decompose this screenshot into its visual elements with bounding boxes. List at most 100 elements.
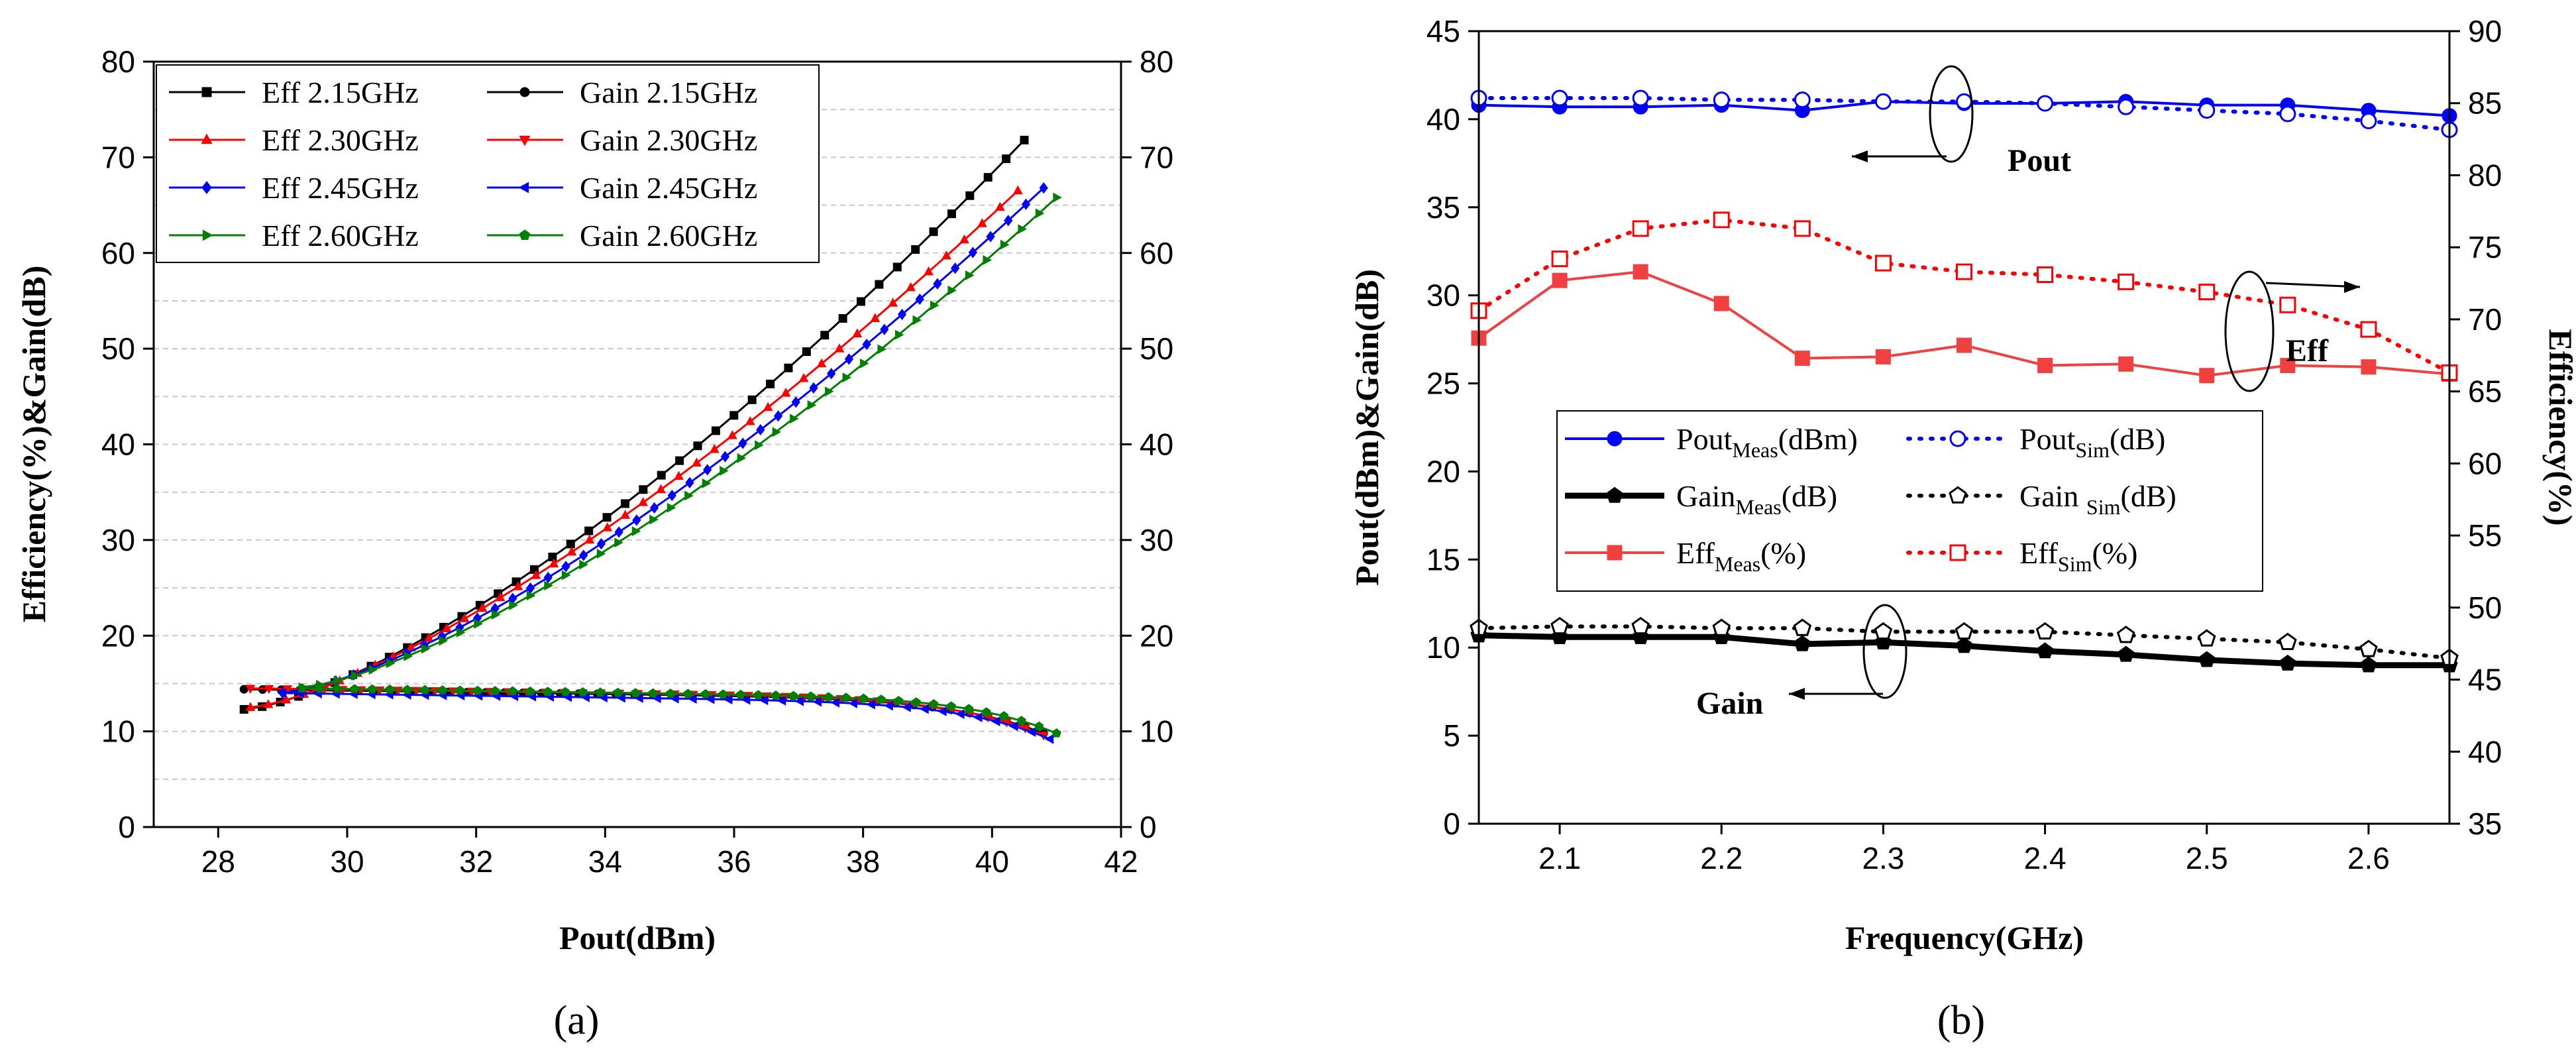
- data-point: [1794, 635, 1811, 651]
- data-point: [693, 441, 702, 451]
- legend-marker: [202, 229, 213, 241]
- data-point: [738, 437, 747, 449]
- data-point: [745, 416, 755, 425]
- series-gain-2-60ghz: [297, 683, 1061, 738]
- data-point: [1713, 91, 1730, 109]
- data-point: [794, 696, 804, 706]
- data-point: [941, 250, 951, 260]
- data-point: [2279, 654, 2296, 671]
- data-point: [951, 262, 960, 274]
- y-tick-label-a: 10: [101, 714, 135, 749]
- data-point: [566, 546, 577, 556]
- data-point: [772, 427, 782, 437]
- data-point: [981, 707, 991, 716]
- data-point: [631, 526, 641, 537]
- y2-tick-label-a: 50: [1140, 331, 1173, 366]
- data-point: [906, 282, 916, 292]
- data-point: [1632, 220, 1649, 237]
- data-point: [657, 471, 666, 480]
- data-point: [1004, 215, 1013, 227]
- data-point: [543, 687, 553, 696]
- data-point: [841, 693, 851, 702]
- panel-label-b: (b): [1937, 998, 1985, 1043]
- data-point: [490, 686, 500, 695]
- panel-b: 2.1 2.2 2.3 2.4 2.5 2.6 0 5 10 15 20 25 30 35 40 45 35 40…: [1348, 14, 2576, 1043]
- data-point: [472, 685, 482, 695]
- legend-a: Eff 2.15GHz Eff 2.30GHz Eff 2.45GHz Eff 2.6…: [156, 64, 820, 263]
- data-point: [1551, 250, 1568, 268]
- legend-entry-b: PoutMeas(dBm): [1565, 422, 1858, 462]
- y-tick-label-b: 40: [1426, 102, 1460, 137]
- data-point: [1956, 263, 1972, 280]
- y2-tick-label-b: 50: [2468, 590, 2502, 625]
- y-tick-label-a: 50: [101, 331, 135, 366]
- data-point: [1713, 296, 1729, 311]
- data-point: [827, 368, 836, 380]
- axes-a: 28 30 32 34 36 38 40 42010203040506070800102030…: [101, 44, 1173, 879]
- data-point: [402, 685, 412, 694]
- data-point: [351, 670, 360, 681]
- data-point: [756, 423, 765, 436]
- legend-box-a: [156, 64, 820, 263]
- data-point: [895, 329, 904, 340]
- pout-curve-ellipse: [1929, 65, 1974, 163]
- legend-marker: [201, 87, 212, 97]
- data-point: [946, 701, 956, 710]
- data-point: [737, 453, 747, 463]
- data-point: [2118, 273, 2135, 290]
- gain-curve-ellipse: [1862, 604, 1907, 699]
- data-point: [2198, 102, 2216, 119]
- y-tick-label-b: 35: [1426, 190, 1460, 225]
- data-point: [888, 298, 898, 307]
- data-point: [1874, 93, 1892, 110]
- data-point: [1012, 185, 1023, 195]
- data-point: [2197, 629, 2216, 647]
- data-point: [915, 293, 924, 305]
- y2-tick-label-a: 80: [1140, 44, 1173, 79]
- data-point: [1020, 135, 1029, 144]
- legend-marker: [1607, 545, 1623, 561]
- data-point: [1552, 272, 1568, 288]
- data-point: [859, 693, 869, 703]
- data-point: [929, 698, 939, 708]
- data-point: [652, 693, 661, 704]
- y-tick-label-a: 80: [101, 44, 135, 79]
- data-point: [812, 696, 822, 707]
- data-point: [2035, 622, 2055, 640]
- data-point: [386, 658, 396, 669]
- data-point: [665, 688, 676, 698]
- data-point: [277, 688, 286, 698]
- series-eff-2-60ghz: [298, 192, 1062, 693]
- legend-marker: [1949, 430, 1966, 447]
- data-point: [860, 358, 869, 368]
- data-point: [491, 610, 501, 620]
- data-point: [584, 526, 594, 535]
- x-axis-label-b: Frequency(GHz): [1845, 919, 2084, 956]
- legend-label: PoutMeas(dBm): [1676, 422, 1858, 462]
- data-point: [513, 581, 523, 590]
- x-tick-label-a: 40: [975, 844, 1009, 879]
- data-point: [474, 618, 483, 629]
- legend-marker: [519, 229, 531, 241]
- data-point: [403, 651, 413, 661]
- data-point: [639, 485, 648, 494]
- x-tick-label-a: 28: [201, 844, 235, 879]
- data-point: [723, 694, 733, 704]
- y2-tick-label-b: 40: [2468, 734, 2502, 769]
- data-point: [1874, 622, 1893, 640]
- data-point: [595, 687, 606, 697]
- y-tick-label-b: 15: [1426, 542, 1460, 577]
- data-point: [973, 712, 983, 722]
- data-point: [2118, 645, 2135, 662]
- data-point: [727, 430, 737, 439]
- data-point: [1633, 264, 1648, 280]
- data-point: [596, 549, 606, 559]
- x-tick-label-a: 36: [717, 844, 751, 879]
- series-layer-b: [1470, 89, 2459, 673]
- arrow-head: [1789, 688, 1805, 700]
- y2-tick-label-b: 45: [2468, 663, 2502, 697]
- data-point: [1793, 618, 1812, 636]
- legend-entry-a: Eff 2.60GHz: [169, 219, 419, 252]
- data-point: [1000, 239, 1010, 250]
